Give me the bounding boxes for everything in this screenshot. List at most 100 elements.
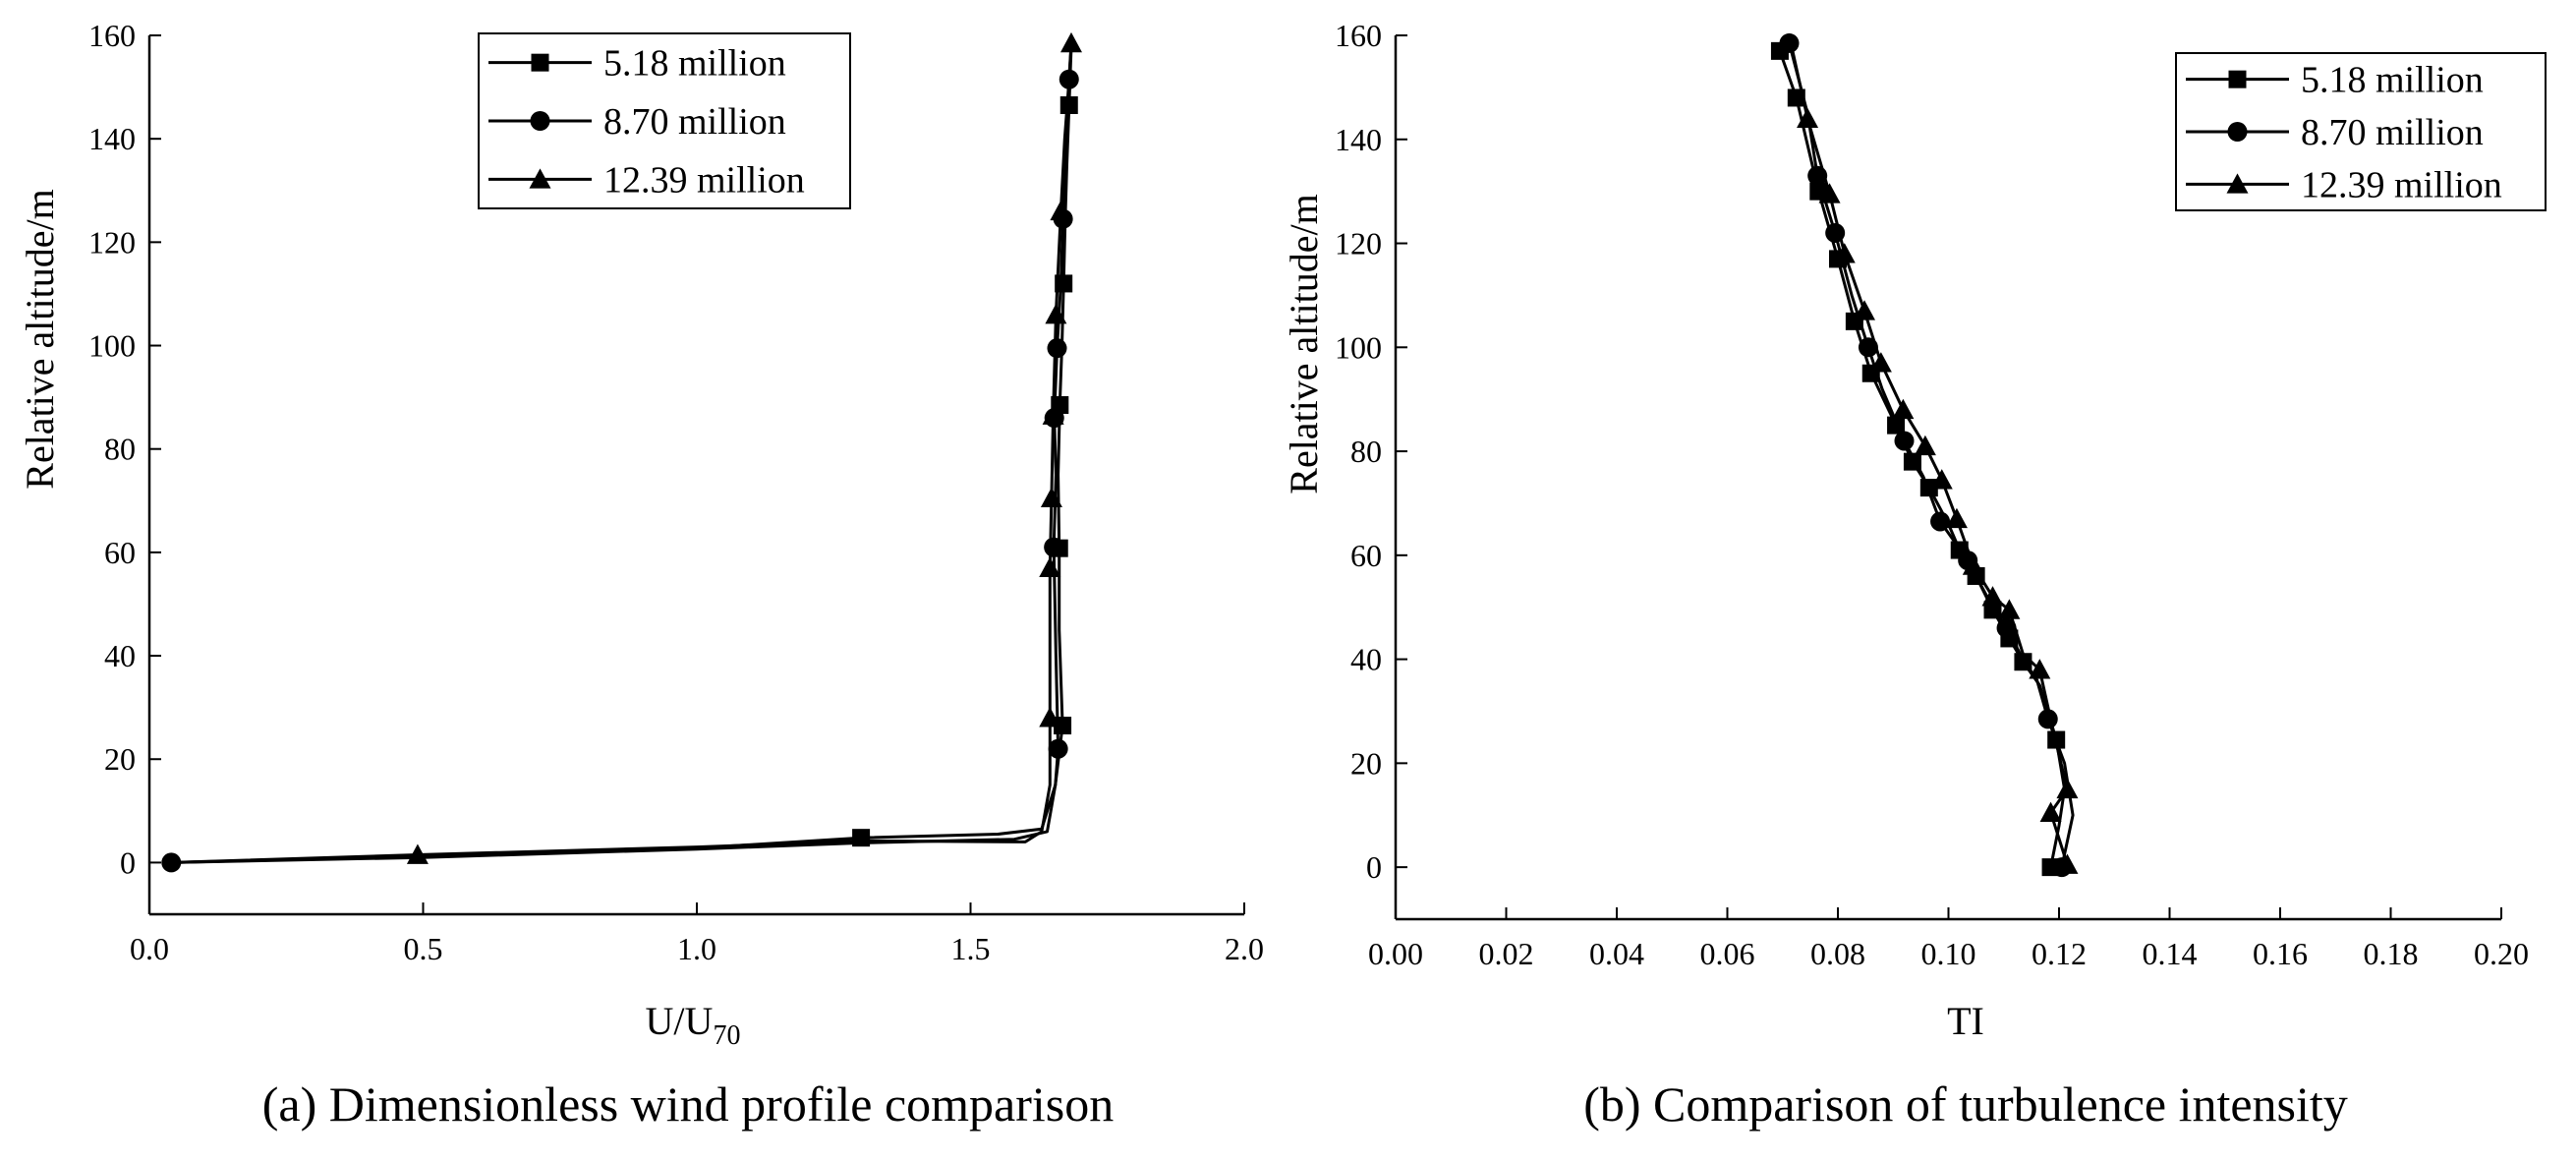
panel-b-legend-marker-triangle (2226, 173, 2249, 194)
panel-b-y-tick-label: 60 (1350, 538, 1382, 573)
panel-a-y-tick-label: 40 (104, 638, 136, 673)
panel-a-legend-label: 5.18 million (603, 43, 786, 85)
panel-a-y-tick-label: 100 (88, 328, 136, 364)
panel-b-marker-triangle (1892, 398, 1915, 420)
panel-b-marker-circle (1825, 222, 1846, 243)
panel-a-x-axis-title-main: U/U (646, 999, 714, 1043)
panel-b-x-tick-label: 0.12 (2032, 936, 2087, 971)
panel-a-y-tick-label: 20 (104, 741, 136, 777)
panel-b-marker-circle (1996, 617, 2017, 638)
panel-b-y-tick-label: 160 (1335, 18, 1382, 53)
panel-b-marker-triangle (1854, 300, 1875, 320)
panel-a-marker-circle (1047, 338, 1067, 359)
panel-a-x-tick-label: 1.5 (951, 931, 991, 966)
panel-b-x-tick-label: 0.18 (2364, 936, 2419, 971)
panel-b-legend-marker-circle (2227, 122, 2248, 142)
panel-b-marker-square (1903, 452, 1921, 471)
panel-a-legend-label: 12.39 million (603, 159, 805, 201)
panel-b-x-tick-label: 0.02 (1479, 936, 1534, 971)
panel-a-ticks: 0 20 40 60 80 100 120 140 160 0.0 0.5 1.0 1.5 2.0 (88, 18, 1264, 966)
panel-a-y-tick-label: 140 (88, 121, 136, 156)
panel-a-marker-circle (161, 852, 182, 873)
panel-a-y-tick-label: 160 (88, 18, 136, 53)
panel-a-x-axis-title: U/U70 (646, 999, 741, 1051)
panel-a-marker-square (1055, 274, 1073, 293)
panel-a-marker-triangle (1039, 707, 1061, 727)
panel-a-series-line-triangle (171, 42, 1073, 864)
panel-b-marker-square (1919, 479, 1938, 497)
panel-b-x-axis-title: TI (1947, 999, 1984, 1043)
panel-a-wind-profile: 0 20 40 60 80 100 120 140 160 0.0 0.5 1.0 1.5 2.0 Rel… (18, 18, 1264, 1132)
panel-a-legend-marker-square (531, 53, 549, 72)
panel-b-x-tick-label: 0.06 (1700, 936, 1755, 971)
panel-a-x-tick-label: 2.0 (1225, 931, 1264, 966)
panel-b-x-tick-label: 0.10 (1921, 936, 1976, 971)
panel-b-legend-label: 5.18 million (2301, 60, 2484, 101)
panel-a-marker-triangle (1059, 31, 1082, 53)
panel-a-y-tick-label: 60 (104, 535, 136, 570)
panel-b-marker-circle (1807, 165, 1828, 186)
panel-a-x-tick-label: 1.0 (677, 931, 716, 966)
panel-b-y-tick-label: 40 (1350, 642, 1382, 677)
panel-a-marker-triangle (1045, 303, 1067, 324)
panel-a-series-line-square (171, 45, 1073, 864)
panel-b-marker-triangle (1998, 599, 2021, 619)
panel-a-y-tick-label: 120 (88, 224, 136, 260)
panel-b-series-markers (1770, 32, 2079, 878)
panel-b-marker-square (1887, 416, 1906, 435)
panel-b-y-tick-label: 120 (1335, 226, 1382, 261)
panel-b-marker-triangle (1962, 554, 1984, 575)
panel-b-marker-triangle (1981, 586, 2004, 607)
panel-b-y-axis-title: Relative altitude/m (1282, 194, 1326, 494)
panel-b-y-tick-label: 0 (1366, 849, 1382, 885)
panel-b-marker-triangle (1945, 507, 1968, 529)
panel-b-x-tick-label: 0.08 (1810, 936, 1865, 971)
panel-a-marker-triangle (1039, 556, 1061, 578)
panel-b-marker-triangle (1914, 435, 1936, 456)
panel-b-marker-triangle (2056, 853, 2079, 874)
panel-b-x-tick-label: 0.14 (2143, 936, 2198, 971)
panel-b-legend-marker-square (2228, 70, 2247, 88)
panel-b-marker-square (2047, 730, 2066, 749)
panel-b-legend: 5.18 million 8.70 million 12.39 million (2175, 52, 2547, 211)
panel-a-x-axis-title-subscript: 70 (713, 1020, 740, 1051)
panel-a-caption: (a) Dimensionless wind profile compariso… (262, 1076, 1114, 1132)
panel-b-legend-label: 12.39 million (2301, 164, 2502, 205)
panel-b-x-tick-label: 0.20 (2474, 936, 2529, 971)
panel-a-marker-circle (1059, 69, 1079, 89)
panel-b-marker-triangle (1797, 107, 1819, 128)
panel-a-marker-square (852, 829, 871, 847)
panel-b-marker-circle (1779, 32, 1800, 53)
panel-b-x-tick-label: 0.00 (1368, 936, 1423, 971)
panel-a-marker-circle (1048, 738, 1068, 759)
panel-b-marker-triangle (2056, 778, 2079, 799)
panel-b-marker-triangle (1833, 243, 1856, 263)
panel-a-legend-marker-triangle (529, 168, 551, 189)
panel-a-marker-triangle (1050, 200, 1072, 221)
panel-b-turbulence-intensity: 0 20 40 60 80 100 120 140 160 0.00 0.02 0.04 0.06 0.0… (1282, 18, 2547, 1132)
panel-a-y-tick-label: 0 (120, 844, 136, 880)
panel-a-legend: 5.18 million 8.70 million 12.39 million (478, 32, 851, 209)
panel-b-y-tick-label: 80 (1350, 434, 1382, 469)
panel-b-marker-circle (1894, 431, 1915, 451)
panel-a-x-tick-label: 0.5 (404, 931, 443, 966)
panel-a-y-axis-title: Relative altitude/m (18, 189, 62, 489)
panel-b-legend-label: 8.70 million (2301, 112, 2484, 153)
panel-b-x-tick-label: 0.16 (2253, 936, 2308, 971)
panel-a-legend-marker-circle (530, 111, 550, 131)
panel-a-legend-label: 8.70 million (603, 101, 786, 143)
panel-b-marker-circle (1930, 511, 1951, 532)
panel-b-marker-triangle (1930, 469, 1953, 490)
panel-a-marker-triangle (1042, 404, 1064, 425)
panel-b-ticks: 0 20 40 60 80 100 120 140 160 0.00 0.02 0.04 0.06 0.0… (1335, 18, 2529, 971)
panel-b-x-tick-label: 0.04 (1589, 936, 1644, 971)
panel-b-y-tick-label: 20 (1350, 745, 1382, 781)
panel-a-marker-circle (1044, 537, 1064, 557)
panel-b-marker-circle (1858, 337, 1878, 358)
panel-b-marker-square (1787, 88, 1805, 107)
panel-a-x-tick-label: 0.0 (130, 931, 169, 966)
panel-b-marker-triangle (2039, 801, 2062, 822)
panel-b-y-tick-label: 100 (1335, 329, 1382, 365)
panel-b-marker-triangle (1818, 183, 1841, 203)
